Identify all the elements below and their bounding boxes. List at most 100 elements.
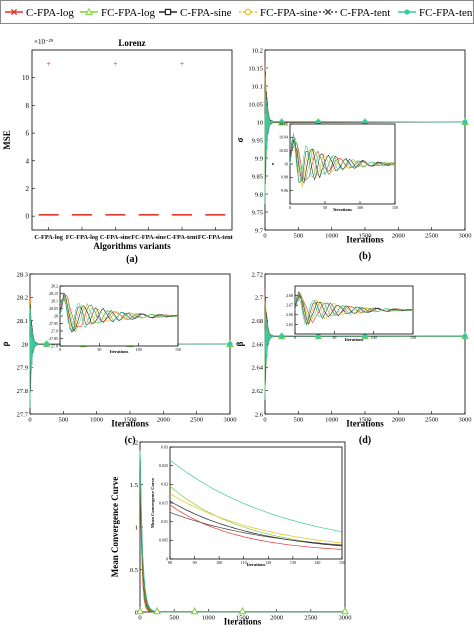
inset-background [170, 447, 342, 559]
series-marker [190, 606, 199, 615]
x-tick-label: 80 [168, 560, 172, 565]
legend-svg: C-FPA-log FC-FPA-log C-FPA-sine FC-FPA-sine… [5, 7, 474, 19]
outlier-marker: + [113, 59, 118, 68]
legend-entry: C-FPA-sine [159, 7, 232, 19]
y-tick-label: 1.5 [130, 482, 138, 489]
exponent-label: ×10⁻²⁹ [34, 38, 54, 46]
x-tick-label: 1000 [202, 615, 215, 622]
x-tick-label: 3000 [339, 615, 352, 622]
outlier-marker: + [46, 59, 51, 68]
x-tick-label: 1500 [359, 233, 372, 240]
y-tick-label: 28.15 [49, 291, 58, 296]
plot-frame [31, 49, 233, 231]
x-tick-label: 2000 [270, 615, 283, 622]
y-tick-label: 0.015 [159, 500, 168, 505]
x-axis-label: Iterations [333, 207, 352, 212]
y-tick-label: 0 [135, 609, 138, 616]
series-marker [341, 606, 349, 615]
x-tick-label: 2500 [304, 615, 317, 622]
inset-series-line [294, 297, 414, 325]
x-tick-label: 150 [392, 205, 398, 210]
inset-series-line [59, 296, 179, 333]
series-marker [153, 606, 161, 615]
x-tick-label: 150 [410, 335, 416, 340]
legend-label: FC-FPA-sine [260, 7, 318, 19]
x-tick-label: 3000 [224, 417, 237, 424]
inset-d: 0 50 100 150 2.65 2.66 2.67 2.68 Iterations [286, 285, 416, 342]
inset-e: 80 90 100 110 120 130 140 150 0 0.005 0.01 0.015 0.0… [150, 444, 345, 567]
inset-series-line [289, 137, 396, 180]
y-axis-label: σ [270, 162, 275, 165]
x-axis-label: Iterations [224, 617, 262, 627]
x-tick-label: 500 [293, 417, 303, 424]
inset-series-line [169, 493, 343, 544]
y-tick-label: 6 [26, 130, 30, 138]
y-tick-label: 9.85 [252, 173, 263, 180]
x-tick-label: 50 [97, 347, 101, 352]
x-tick-label: FC-FPA-tent [198, 234, 234, 241]
legend-entry: FC-FPA-sine [239, 7, 318, 19]
y-tick-label: 28.2 [51, 283, 58, 288]
x-tick-label: 1000 [325, 417, 338, 424]
panel-caption: (b) [359, 251, 371, 262]
y-axis-label: Mean Convergence Curve [110, 477, 120, 577]
y-tick-label: 27.7 [17, 411, 29, 418]
inset-c: 0 50 100 150 27.8 27.85 27.9 27.95 28 28.05 28.1 28… [49, 283, 181, 354]
inset-series-line [289, 132, 396, 182]
legend-label: FC-FPA-log [101, 7, 156, 19]
x-tick-label: 2500 [425, 233, 438, 240]
legend-label: FC-FPA-tent [419, 7, 473, 19]
y-tick-label: 27.95 [49, 321, 58, 326]
y-tick-label: 2.64 [252, 365, 264, 372]
y-tick-label: 27.8 [51, 343, 58, 348]
x-axis-label: Iterations [346, 235, 384, 245]
x-tick-label: 1000 [90, 417, 103, 424]
y-tick-label: 9.7 [255, 227, 264, 234]
x-tick-label: 140 [314, 560, 320, 565]
y-tick-label: 0.025 [159, 463, 168, 468]
y-tick-label: 2.62 [252, 388, 263, 395]
series-line [264, 300, 466, 400]
series-marker [362, 119, 368, 125]
series-line [264, 76, 466, 204]
inset-series-line [59, 298, 179, 333]
y-tick-label: 10 [284, 161, 288, 166]
x-tick-label: 90 [193, 560, 197, 565]
x-tick-label: 1500 [359, 417, 372, 424]
x-tick-label: 3000 [459, 233, 472, 240]
legend-marker [404, 9, 410, 15]
x-axis-label: Iterations [346, 419, 384, 429]
x-tick-label: C-FPA-sine [100, 234, 131, 241]
x-tick-label: 2500 [190, 417, 203, 424]
y-tick-label: 27.8 [17, 388, 28, 395]
legend: C-FPA-log FC-FPA-log C-FPA-sine FC-FPA-sine… [0, 0, 474, 24]
y-tick-label: 2.6 [255, 411, 264, 418]
y-axis-label: ρ [0, 341, 10, 346]
y-tick-label: 4 [26, 157, 30, 165]
x-axis-label: Algorithms variants [93, 241, 171, 251]
x-tick-label: 1500 [236, 615, 249, 622]
series-marker [136, 606, 144, 615]
legend-entry: C-FPA-tent [319, 7, 390, 19]
x-tick-label: 100 [371, 335, 377, 340]
inset-series-line [169, 504, 343, 550]
x-tick-label: 150 [339, 560, 345, 565]
x-tick-label: 150 [175, 347, 181, 352]
x-tick-label: 100 [216, 560, 222, 565]
y-tick-label: 10 [257, 119, 264, 126]
y-tick-label: 27.9 [51, 328, 58, 333]
x-tick-label: 110 [241, 560, 247, 565]
y-tick-label: 1 [135, 524, 138, 531]
x-tick-label: 100 [357, 205, 363, 210]
y-tick-label: 9.96 [281, 188, 288, 193]
y-tick-label: 9.75 [252, 209, 263, 216]
y-tick-label: 28.05 [49, 306, 58, 311]
y-tick-label: 27.9 [17, 365, 28, 372]
y-tick-label: 28 [54, 313, 58, 318]
panel-caption: (d) [359, 435, 371, 446]
y-tick-label: 28 [22, 341, 29, 348]
x-tick-label: 50 [323, 205, 327, 210]
y-tick-label: 2.65 [286, 322, 293, 327]
y-tick-label: 10.04 [279, 135, 288, 140]
